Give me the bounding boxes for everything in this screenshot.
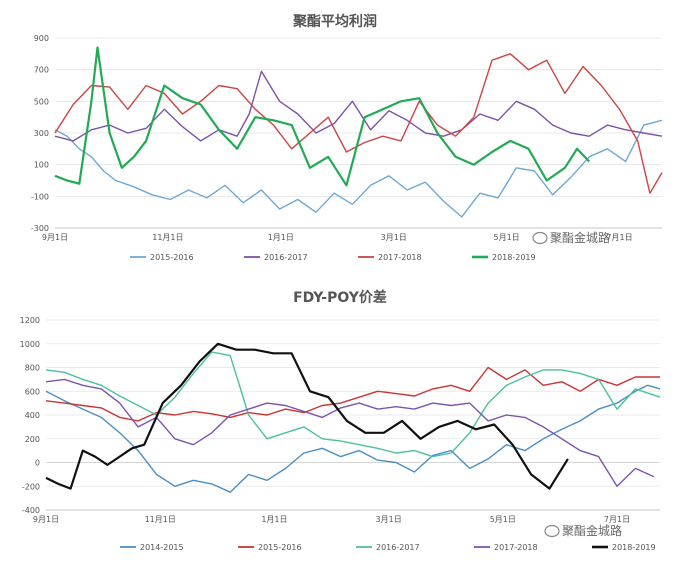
series-line-2016-2017 xyxy=(54,70,663,142)
y-tick-label: 100 xyxy=(34,161,49,170)
chart-title: FDY-POY价差 xyxy=(293,289,387,306)
y-tick-label: 500 xyxy=(34,97,49,106)
series-line-2017-2018 xyxy=(54,53,663,194)
y-tick-label: 800 xyxy=(25,364,40,373)
y-tick-label: 0 xyxy=(35,459,40,468)
y-tick-label: 700 xyxy=(34,66,49,75)
y-tick-label: 1200 xyxy=(20,316,40,325)
legend-label: 2014-2015 xyxy=(140,543,184,552)
x-tick-label: 3月1日 xyxy=(381,233,407,242)
x-tick-label: 7月1日 xyxy=(606,233,632,242)
y-tick-label: 900 xyxy=(34,34,49,43)
x-tick-label: 3月1日 xyxy=(376,515,402,524)
y-tick-label: 200 xyxy=(25,435,40,444)
watermark: 聚酯金城路 xyxy=(544,523,622,538)
watermark-text: 聚酯金城路 xyxy=(562,523,622,538)
watermark: 聚酯金城路 xyxy=(532,230,610,245)
y-tick-label: 1000 xyxy=(20,340,40,349)
series-line-2016-2017 xyxy=(45,351,661,458)
series-line-2017-2018 xyxy=(45,378,655,488)
wechat-icon xyxy=(532,231,548,245)
y-tick-label: -100 xyxy=(31,192,49,201)
x-tick-label: 11月1日 xyxy=(145,515,176,524)
legend-label: 2016-2017 xyxy=(376,543,420,552)
x-tick-label: 5月1日 xyxy=(494,233,520,242)
legend: 2014-2015 2015-2016 2016-2017 2017-2018 2018… xyxy=(120,543,656,552)
legend-label: 2016-2017 xyxy=(264,253,308,262)
wechat-icon xyxy=(544,524,560,538)
y-tick-label: 400 xyxy=(25,411,40,420)
x-tick-label: 1月1日 xyxy=(261,515,287,524)
legend-label: 2015-2016 xyxy=(150,253,194,262)
y-tick-label: -400 xyxy=(22,506,40,515)
legend-label: 2017-2018 xyxy=(494,543,538,552)
series-line-2018-2019 xyxy=(54,46,590,187)
y-tick-label: -200 xyxy=(22,482,40,491)
legend-label: 2015-2016 xyxy=(258,543,302,552)
series-line-2015-2016 xyxy=(45,366,660,422)
x-tick-label: 7月1日 xyxy=(604,515,630,524)
spread-chart: FDY-POY价差 1200 1000 800 600 400 200 0 -200 -4009… xyxy=(20,289,661,552)
legend-label: 2018-2019 xyxy=(492,253,536,262)
legend-label: 2018-2019 xyxy=(612,543,656,552)
legend-label: 2017-2018 xyxy=(378,253,422,262)
chart-title: 聚酯平均利润 xyxy=(292,13,377,30)
x-tick-label: 9月1日 xyxy=(33,515,59,524)
series-line-2015-2016 xyxy=(54,119,663,218)
series-line-2018-2019 xyxy=(45,342,569,490)
legend: 2015-2016 2016-2017 2017-2018 2018-2019 xyxy=(130,253,536,262)
series-line-2014-2015 xyxy=(45,384,661,493)
x-tick-label: 9月1日 xyxy=(42,233,68,242)
y-tick-label: 300 xyxy=(34,129,49,138)
x-tick-label: 5月1日 xyxy=(490,515,516,524)
watermark-text: 聚酯金城路 xyxy=(550,230,610,245)
y-tick-label: -300 xyxy=(31,224,49,233)
y-tick-label: 600 xyxy=(25,387,40,396)
x-tick-label: 1月1日 xyxy=(268,233,294,242)
x-tick-label: 11月1日 xyxy=(152,233,183,242)
